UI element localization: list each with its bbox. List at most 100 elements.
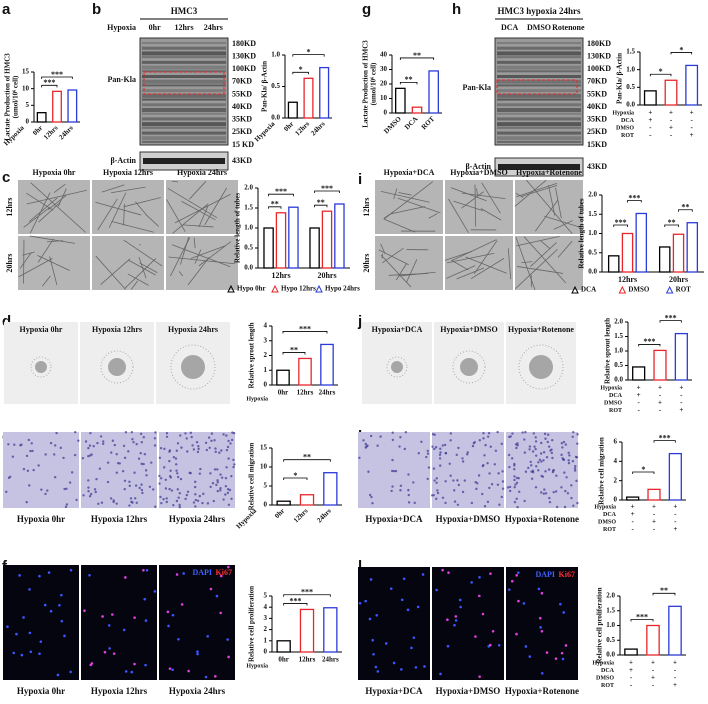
nucleus — [204, 675, 208, 679]
nucleus — [63, 634, 66, 638]
tube-texture — [139, 262, 158, 273]
cell — [204, 441, 208, 445]
cell — [544, 470, 547, 473]
treatment-sign: + — [637, 384, 641, 392]
cell — [227, 457, 230, 460]
nucleus — [18, 574, 21, 577]
cell — [162, 466, 166, 469]
cell — [174, 463, 178, 466]
nucleus — [167, 624, 170, 628]
tube-texture — [520, 184, 558, 197]
cell — [575, 479, 578, 483]
y-tick-label: 3 — [264, 614, 268, 622]
cell — [89, 431, 92, 435]
nucleus — [540, 629, 544, 633]
cell — [364, 442, 367, 446]
cell — [198, 494, 201, 498]
cell — [371, 502, 374, 505]
cell — [139, 452, 142, 455]
cell — [413, 501, 416, 505]
cell — [571, 459, 575, 463]
cell — [98, 467, 102, 470]
micrograph — [92, 236, 164, 290]
tube-texture — [127, 259, 156, 276]
cell — [561, 446, 564, 449]
cell — [546, 440, 549, 444]
cell — [463, 479, 467, 482]
significance-label: *** — [643, 337, 655, 346]
cell — [174, 457, 178, 460]
cell — [77, 439, 80, 442]
nucleus — [474, 635, 477, 638]
tube-texture — [100, 258, 131, 285]
nucleus — [453, 623, 456, 627]
tube-texture — [97, 198, 118, 231]
legend-label: ROT — [676, 286, 692, 294]
treatment-sign: - — [674, 510, 677, 518]
nucleus — [69, 568, 73, 572]
cell — [439, 464, 442, 467]
nucleus — [561, 657, 565, 661]
y-axis-label: Lactate Production of HMC3 — [4, 53, 12, 141]
nucleus — [515, 574, 519, 577]
x-tick-label: 24hrs — [315, 507, 333, 525]
cell — [73, 453, 77, 457]
cell — [222, 433, 225, 436]
cell — [168, 487, 171, 491]
cell — [398, 445, 401, 448]
y-tick-label: 0.0 — [244, 264, 253, 272]
cell — [138, 486, 141, 490]
cell — [523, 438, 526, 441]
cell — [379, 435, 382, 438]
tube-texture — [540, 240, 551, 250]
cell — [106, 480, 110, 484]
cell — [435, 477, 438, 480]
cell — [84, 440, 88, 443]
treatment-sign: + — [679, 406, 683, 414]
significance-label: ** — [413, 51, 421, 60]
cell — [433, 447, 436, 451]
nucleus — [488, 643, 492, 647]
cell — [403, 447, 406, 451]
y-tick-label: 1.5 — [244, 204, 253, 212]
blot-band — [497, 70, 581, 73]
tube-texture — [26, 192, 54, 211]
y-tick-label: 1.0 — [588, 229, 597, 237]
cell — [506, 486, 510, 489]
control-band — [498, 164, 580, 170]
cell — [544, 437, 547, 440]
cell — [496, 430, 499, 434]
nucleus — [133, 616, 136, 619]
cell — [93, 488, 97, 491]
cell — [158, 482, 161, 485]
cell — [106, 461, 110, 464]
x-tick-label: DCA — [403, 115, 419, 131]
cell — [524, 430, 527, 434]
cell — [26, 469, 30, 472]
cell — [515, 476, 519, 480]
spheroid-halo — [518, 344, 564, 390]
image-caption: Hypoxia 12hrs — [103, 168, 153, 177]
cell — [7, 476, 11, 480]
cell — [539, 452, 543, 455]
bar — [67, 89, 78, 123]
treatment-sign: + — [673, 659, 677, 667]
cell — [430, 494, 434, 497]
cell — [89, 492, 93, 496]
treatment-sign: - — [670, 131, 673, 139]
significance-bracket — [283, 603, 308, 606]
blot-band — [497, 112, 581, 115]
tube-texture — [182, 224, 214, 228]
significance-label: ** — [290, 345, 298, 354]
cell — [555, 505, 559, 509]
treatment-sign: - — [674, 518, 677, 526]
spheroid-halo — [30, 356, 52, 378]
y-tick-label: 5 — [264, 592, 268, 600]
cell — [206, 502, 210, 505]
cell — [472, 442, 476, 445]
roi-box — [496, 79, 578, 95]
y-tick-label: 20 — [380, 80, 388, 88]
nucleus — [564, 644, 568, 647]
nucleus — [554, 657, 558, 660]
bar — [635, 212, 648, 273]
